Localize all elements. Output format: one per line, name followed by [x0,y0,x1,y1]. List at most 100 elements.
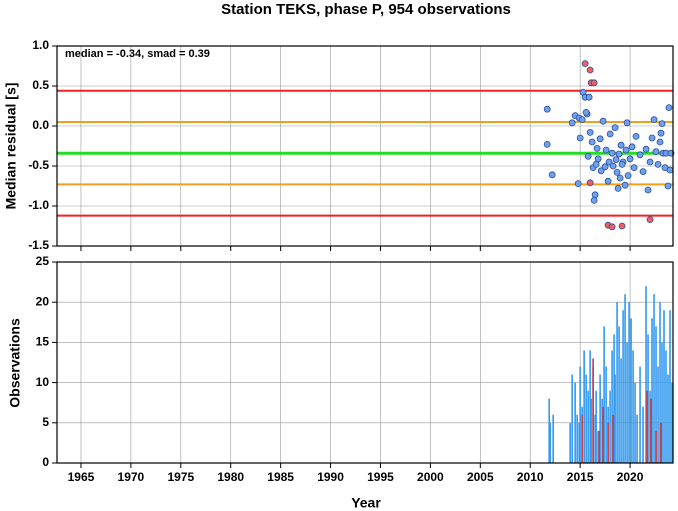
point [608,223,616,231]
point [630,164,638,172]
y-tick-label: -0.5 [28,158,49,172]
point [617,141,625,149]
point [654,160,662,168]
bar [655,326,657,463]
point [646,158,654,166]
bar [624,294,626,463]
y-tick-label: 0 [42,455,49,469]
x-tick-label: 1975 [167,470,194,484]
bar [647,334,649,463]
bar [601,398,603,463]
point [632,132,640,140]
x-tick-label: 1970 [118,470,145,484]
point [666,166,674,174]
point [616,174,624,182]
annotation: median = -0.34, smad = 0.39 [65,48,210,60]
bar [661,342,663,463]
point [652,148,660,156]
point [611,124,619,131]
bar [667,374,669,463]
point [604,177,612,185]
point [628,143,636,151]
bar [598,430,600,463]
x-tick-label: 1980 [217,470,244,484]
y-tick-label: 10 [36,375,50,389]
point [601,163,609,171]
bar [576,414,578,463]
point [657,129,665,137]
point [622,146,630,154]
bar [571,374,573,463]
bar [599,374,601,463]
point [614,184,622,192]
x-tick-label: 2015 [567,470,594,484]
bar [620,358,622,463]
point [618,222,626,230]
bar [597,430,599,463]
bar [671,382,673,463]
y-tick-label: -1.0 [28,198,49,212]
point [597,167,605,175]
point [591,191,599,199]
bar [548,398,551,463]
bar [663,310,665,463]
bar [657,366,659,463]
bar [590,398,592,463]
point [585,93,593,101]
bar [660,422,662,463]
point [602,146,610,154]
point [624,172,632,180]
y-tick-label: 25 [36,254,50,268]
frame [56,261,674,464]
point [644,186,652,194]
point [618,160,626,168]
bar [632,350,634,463]
bar [616,302,618,463]
frame [56,45,674,247]
bar [649,390,651,463]
point [594,155,602,163]
point [590,79,598,87]
bar [626,342,628,463]
point [636,151,644,159]
bar [602,406,604,463]
point [665,104,673,111]
x-axis-label: Year [351,495,381,511]
x-tick-label: 1990 [317,470,344,484]
point [613,168,621,176]
y-tick-label: 5 [42,415,49,429]
bar [650,398,652,463]
bar [636,414,638,463]
bar [595,390,597,463]
y-tick-label: 15 [36,335,50,349]
y-tick-label: 1.0 [32,38,49,52]
point [609,162,617,170]
y-axis-label: Observations [7,318,23,408]
point [592,160,600,168]
point [650,116,658,123]
bar [574,382,576,463]
bar [594,414,596,463]
point [543,105,551,113]
bar [569,422,571,463]
bar [579,366,581,463]
point [596,135,604,143]
point [626,155,634,163]
point [584,152,592,160]
point [623,119,631,127]
bar [618,326,620,463]
point [578,116,586,123]
point [581,60,589,67]
bar [645,286,647,463]
bar [592,358,594,463]
point [605,158,613,166]
point [642,145,650,153]
point [568,119,576,127]
x-tick-label: 2020 [617,470,644,484]
bar [552,414,554,463]
bar [659,302,661,463]
x-tick-label: 2005 [467,470,494,484]
bar [614,374,616,463]
point [582,109,590,116]
bar [611,350,613,463]
